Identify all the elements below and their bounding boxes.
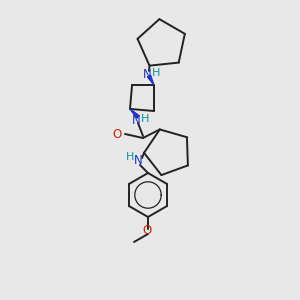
Text: N: N — [134, 154, 142, 166]
Text: N: N — [142, 68, 152, 80]
Text: H: H — [152, 68, 160, 78]
Text: N: N — [132, 113, 140, 127]
Text: O: O — [112, 128, 122, 140]
Text: H: H — [141, 114, 149, 124]
Text: H: H — [126, 152, 134, 162]
Polygon shape — [148, 75, 154, 85]
Polygon shape — [130, 109, 139, 118]
Text: O: O — [142, 224, 152, 236]
